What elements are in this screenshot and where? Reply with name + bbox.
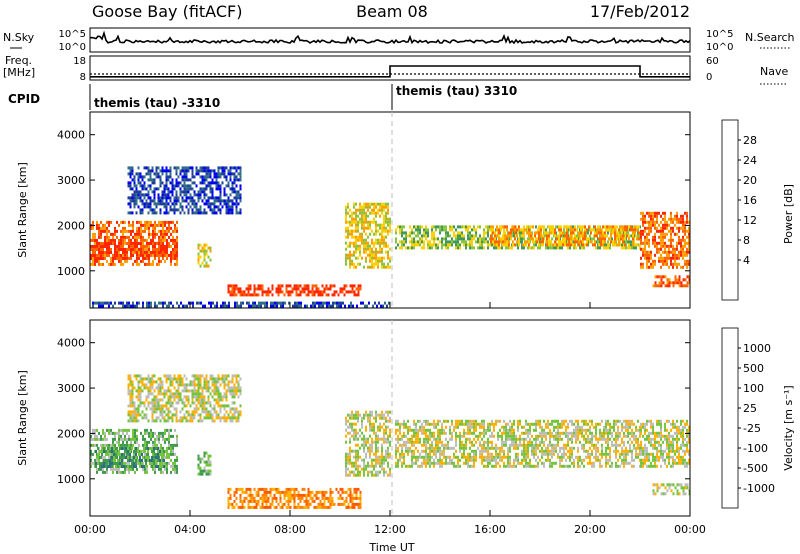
xtick-1: 00:00 (74, 523, 106, 536)
power-cbar-tick-3: 20 (743, 174, 757, 187)
cpid-segment-2: themis (tau) 3310 (396, 84, 517, 98)
velocity-cbar-tick-4: 25 (743, 402, 757, 415)
power-cbar-tick-7: 4 (743, 254, 750, 267)
velocity-colorbar: 1000 500 100 25 -25 -100 -500 -1000 (721, 327, 775, 509)
velocity-cbar-tick-6: -100 (743, 442, 768, 455)
xtick-2: 04:00 (174, 523, 206, 536)
velocity-ytick-3000: 3000 (57, 382, 85, 395)
power-region-11 (92, 301, 390, 308)
time-axis-label: Time UT (368, 541, 414, 554)
noise-sky-trace (89, 30, 691, 45)
velocity-cbar-tick-3: 100 (743, 382, 764, 395)
power-cbar-tick-2: 24 (743, 154, 757, 167)
power-region-3 (197, 243, 212, 268)
power-heatmap (90, 166, 691, 308)
velocity-region-2 (95, 447, 165, 468)
time-x-ticks: 00:00 04:00 08:00 12:00 16:00 20:00 00:00 (74, 302, 706, 536)
power-region-2 (90, 239, 178, 260)
velocity-y-axis-label: Slant Range [km] (16, 370, 29, 466)
xtick-7: 00:00 (674, 523, 706, 536)
nave-label: Nave (760, 65, 788, 78)
power-panel: 4000 3000 2000 1000 Slant Range [km] 28 24 20… (16, 111, 795, 309)
velocity-region-7 (640, 419, 690, 468)
xtick-4: 12:00 (374, 523, 406, 536)
velocity-region-4 (227, 487, 362, 509)
velocity-cbar-tick-2: 500 (743, 362, 764, 375)
power-cbar-tick-4: 16 (743, 194, 757, 207)
xtick-5: 16:00 (474, 523, 506, 536)
velocity-cbar-tick-8: -1000 (743, 482, 775, 495)
power-cbar-tick-1: 28 (743, 134, 757, 147)
xtick-3: 08:00 (274, 523, 306, 536)
velocity-ytick-2000: 2000 (57, 427, 85, 440)
noise-right-tick-top: 10^5 (706, 29, 733, 40)
freq-label-line2: [MHz] (3, 66, 35, 79)
power-ytick-3000: 3000 (57, 174, 85, 187)
velocity-cbar-tick-5: -25 (743, 422, 761, 435)
power-region-8 (640, 211, 690, 269)
power-cbar-tick-6: 8 (743, 234, 750, 247)
power-ytick-4000: 4000 (57, 129, 85, 142)
power-ytick-2000: 2000 (57, 219, 85, 232)
velocity-ytick-1000: 1000 (57, 473, 85, 486)
velocity-ytick-4000: 4000 (57, 337, 85, 350)
power-y-axis-label: Slant Range [km] (16, 162, 29, 258)
noise-right-tick-bottom: 10^0 (706, 42, 733, 53)
velocity-heatmap (90, 374, 691, 509)
velocity-region-3 (197, 451, 212, 476)
power-region-5 (345, 202, 391, 269)
nave-trace (90, 65, 690, 78)
power-region-7 (490, 225, 640, 247)
velocity-panel: 4000 3000 2000 1000 Slant Range [km] 1000 50… (16, 302, 795, 554)
power-ytick-1000: 1000 (57, 265, 85, 278)
velocity-y-ticks: 4000 3000 2000 1000 (57, 337, 690, 486)
noise-left-tick-top: 10^5 (59, 29, 86, 40)
beam-title: Beam 08 (356, 2, 428, 21)
date-title: 17/Feb/2012 (590, 2, 690, 21)
velocity-cbar-tick-7: -500 (743, 462, 768, 475)
power-cbar-tick-5: 12 (743, 214, 757, 227)
freq-label-line1: Freq. (5, 54, 32, 67)
cpid-panel: CPID themis (tau) -3310 themis (tau) 331… (8, 84, 517, 110)
xtick-6: 20:00 (574, 523, 606, 536)
cpid-segment-1: themis (tau) -3310 (94, 96, 220, 110)
cpid-label: CPID (8, 92, 40, 106)
noise-left-tick-bottom: 10^0 (59, 42, 86, 53)
noise-sky-label: N.Sky (3, 31, 35, 44)
power-region-4 (227, 284, 362, 297)
freq-left-tick-top: 18 (73, 56, 86, 67)
velocity-region-6 (395, 419, 641, 468)
freq-left-tick-bottom: 8 (80, 72, 86, 83)
noise-search-label: N.Search (745, 31, 795, 44)
power-colorbar: 28 24 20 16 12 8 4 (721, 119, 757, 301)
velocity-cbar-tick-1: 1000 (743, 342, 771, 355)
velocity-region-9 (127, 374, 242, 423)
velocity-colorbar-label: Velocity [m s⁻¹] (782, 385, 795, 470)
freq-right-tick-bottom: 0 (706, 72, 712, 83)
freq-right-tick-top: 60 (706, 56, 719, 67)
station-title: Goose Bay (fitACF) (92, 2, 242, 21)
power-region-10 (127, 166, 242, 215)
noise-panel: N.Sky 10^5 10^0 10^5 10^0 N.Search (3, 27, 795, 53)
power-y-ticks: 4000 3000 2000 1000 (57, 129, 690, 278)
freq-panel: Freq. [MHz] 18 8 60 0 Nave (3, 54, 788, 85)
velocity-region-5 (345, 410, 391, 477)
power-colorbar-label: Power [dB] (782, 184, 795, 244)
